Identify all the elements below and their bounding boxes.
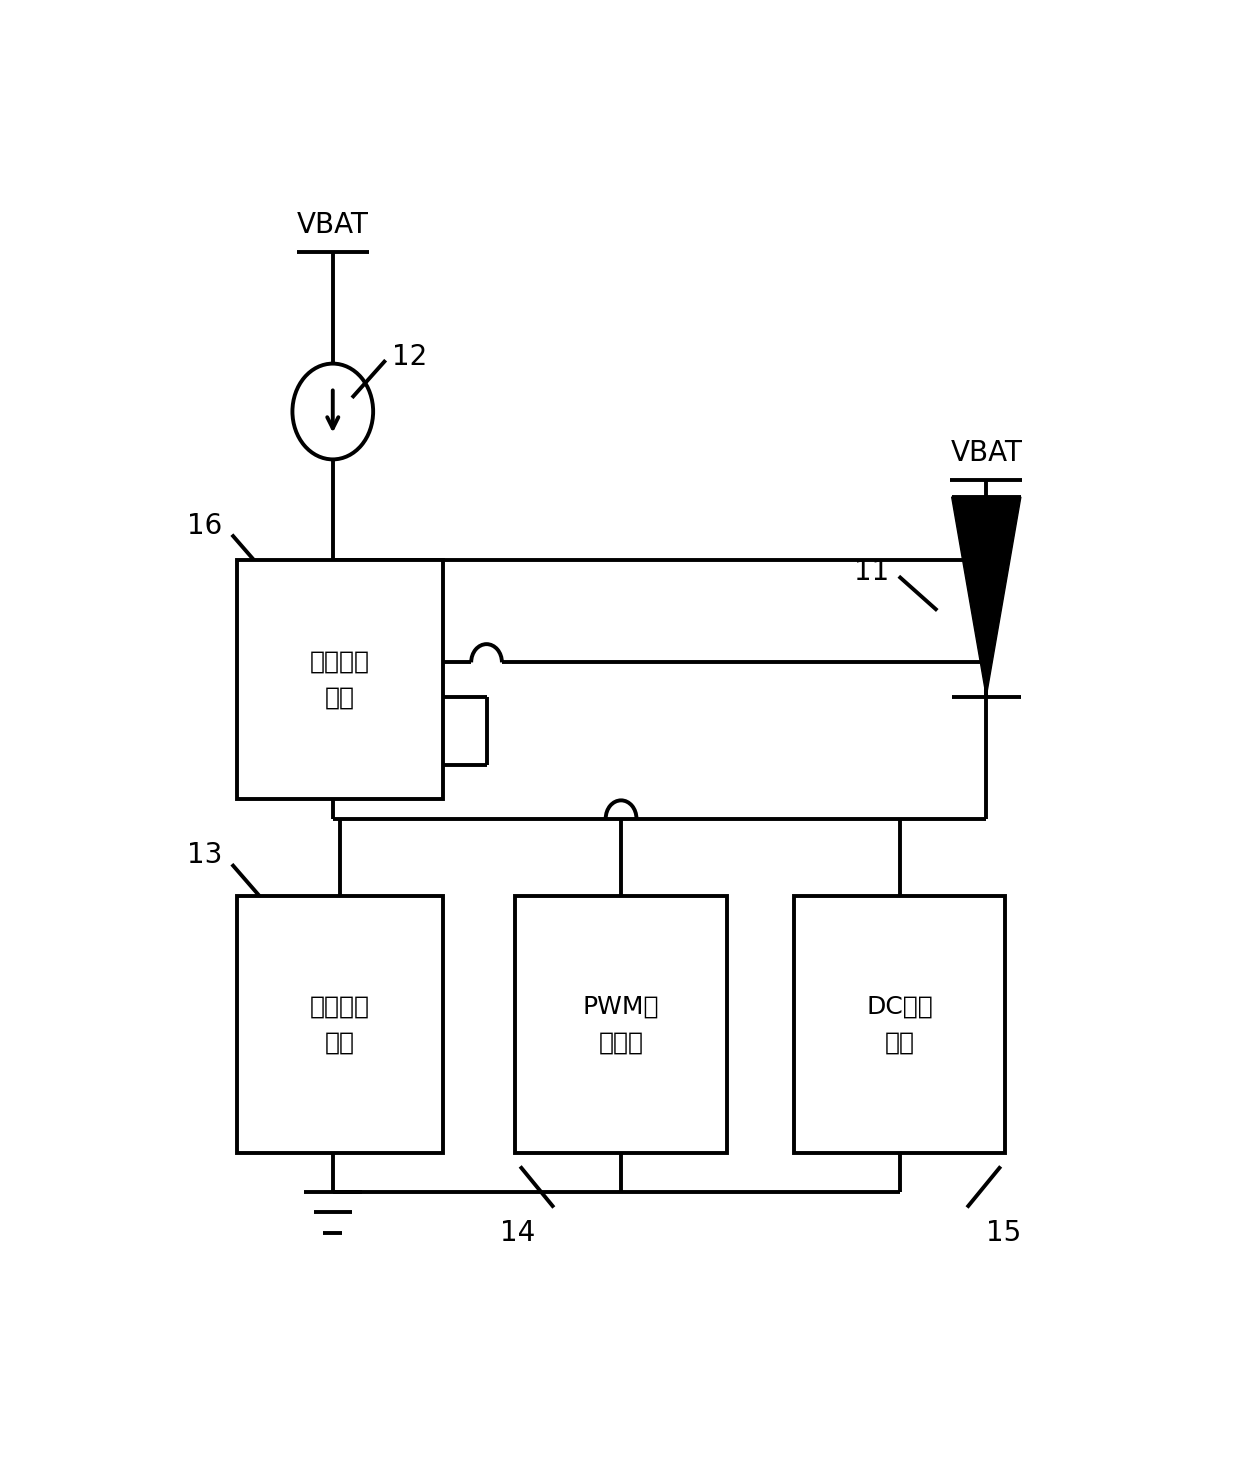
Text: VBAT: VBAT bbox=[950, 440, 1022, 468]
Bar bbox=[794, 896, 1006, 1152]
Text: 11: 11 bbox=[854, 558, 889, 585]
Polygon shape bbox=[951, 498, 1021, 696]
Text: VBAT: VBAT bbox=[296, 212, 368, 240]
Bar bbox=[237, 560, 444, 800]
Text: 16: 16 bbox=[187, 511, 222, 539]
Text: DC控制
模块: DC控制 模块 bbox=[867, 995, 934, 1054]
Text: 基准电流
模块: 基准电流 模块 bbox=[310, 995, 370, 1054]
Text: 12: 12 bbox=[392, 342, 428, 370]
Text: 13: 13 bbox=[187, 841, 222, 869]
Bar bbox=[237, 896, 444, 1152]
Text: 动态调节
模块: 动态调节 模块 bbox=[310, 650, 370, 709]
Text: 14: 14 bbox=[500, 1219, 534, 1247]
Bar bbox=[516, 896, 727, 1152]
Text: PWM控
制模块: PWM控 制模块 bbox=[583, 995, 660, 1054]
Text: 15: 15 bbox=[986, 1219, 1022, 1247]
